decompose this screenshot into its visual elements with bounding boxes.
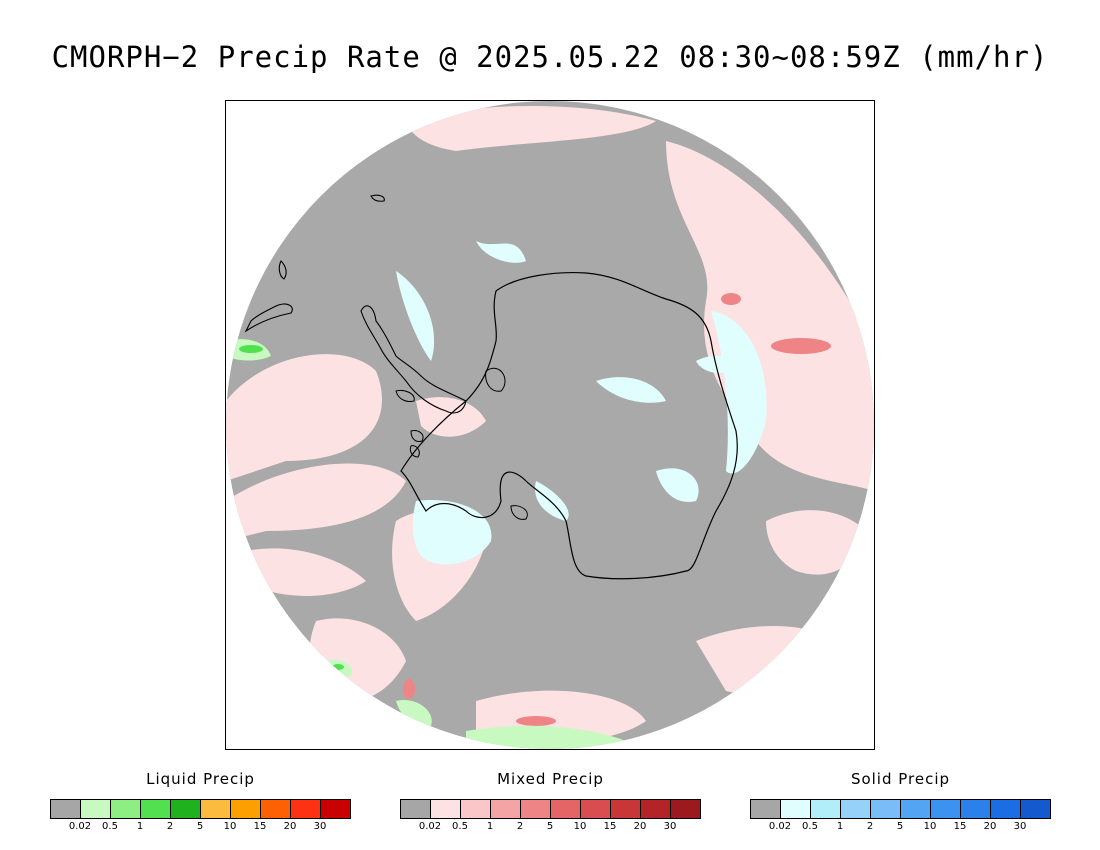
tick-label: 5 <box>196 821 204 832</box>
legend-swatch <box>901 800 931 818</box>
tick-label: 0.02 <box>768 821 792 832</box>
tick-label: 10 <box>223 821 237 832</box>
tick-label: 15 <box>603 821 617 832</box>
legend-swatch <box>931 800 961 818</box>
tick-label: 1 <box>136 821 144 832</box>
legend-swatch <box>781 800 811 818</box>
legend-swatch <box>111 800 141 818</box>
legend-solid: Solid Precip 0.02 0.5 1 2 5 10 15 20 30 <box>750 770 1051 833</box>
legend-swatch <box>551 800 581 818</box>
tick-label: 15 <box>953 821 967 832</box>
tick-label: 10 <box>573 821 587 832</box>
tick-label: 30 <box>313 821 327 832</box>
legend-swatch <box>581 800 611 818</box>
tick-label: 20 <box>983 821 997 832</box>
legend-swatch <box>461 800 491 818</box>
tick-label: 10 <box>923 821 937 832</box>
legend-swatch <box>171 800 201 818</box>
tick-label: 0.5 <box>452 821 468 832</box>
legend-swatch <box>141 800 171 818</box>
legend-title: Mixed Precip <box>497 770 604 788</box>
legend-swatch <box>261 800 291 818</box>
polar-map <box>225 100 875 750</box>
legend-swatch <box>1021 800 1050 818</box>
tick-label: 0.02 <box>418 821 442 832</box>
legend-swatch <box>491 800 521 818</box>
legend-swatch <box>611 800 641 818</box>
tick-label: 0.02 <box>68 821 92 832</box>
antarctic-peninsula <box>360 305 467 414</box>
antarctica-coastline <box>400 272 738 580</box>
tick-label: 0.5 <box>102 821 118 832</box>
legend-swatch <box>991 800 1021 818</box>
south-america-coastline <box>244 194 385 333</box>
tick-label: 30 <box>1013 821 1027 832</box>
legend-swatch <box>811 800 841 818</box>
tick-labels: 0.02 0.5 1 2 5 10 15 20 30 <box>50 819 351 833</box>
solid-precip-areas <box>396 241 767 565</box>
tick-label: 2 <box>866 821 874 832</box>
islands <box>395 368 528 520</box>
legend-swatch <box>401 800 431 818</box>
tick-label: 2 <box>516 821 524 832</box>
tick-label: 5 <box>546 821 554 832</box>
tick-label: 0.5 <box>802 821 818 832</box>
tick-label: 20 <box>633 821 647 832</box>
legend-swatch <box>961 800 991 818</box>
legend-title: Liquid Precip <box>146 770 255 788</box>
legend-mixed: Mixed Precip 0.02 0.5 1 2 5 10 15 20 30 <box>400 770 701 833</box>
tick-label: 1 <box>836 821 844 832</box>
legend-swatch <box>51 800 81 818</box>
legend-swatch <box>201 800 231 818</box>
legend-swatch <box>521 800 551 818</box>
legend-swatch <box>671 800 700 818</box>
color-bar <box>50 799 351 819</box>
tick-label: 2 <box>166 821 174 832</box>
tick-label: 30 <box>663 821 677 832</box>
tick-label: 15 <box>253 821 267 832</box>
legend-swatch <box>231 800 261 818</box>
legend-swatch <box>321 800 350 818</box>
legend-swatch <box>431 800 461 818</box>
legend-swatch <box>751 800 781 818</box>
mixed-precip-moderate <box>403 293 831 726</box>
legend-title: Solid Precip <box>850 770 951 788</box>
tick-labels: 0.02 0.5 1 2 5 10 15 20 30 <box>750 819 1051 833</box>
legend-swatch <box>871 800 901 818</box>
tick-label: 20 <box>283 821 297 832</box>
color-bar <box>400 799 701 819</box>
legend-swatch <box>81 800 111 818</box>
legend-swatch <box>841 800 871 818</box>
mixed-precip-areas <box>226 106 874 744</box>
tick-labels: 0.02 0.5 1 2 5 10 15 20 30 <box>400 819 701 833</box>
color-bar <box>750 799 1051 819</box>
chart-title: CMORPH−2 Precip Rate @ 2025.05.22 08:30~… <box>51 40 1049 74</box>
tick-label: 5 <box>896 821 904 832</box>
tick-label: 1 <box>486 821 494 832</box>
legend-swatch <box>641 800 671 818</box>
legend-swatch <box>291 800 321 818</box>
legend-liquid: Liquid Precip 0.02 0.5 1 2 5 10 15 20 30 <box>50 770 351 833</box>
